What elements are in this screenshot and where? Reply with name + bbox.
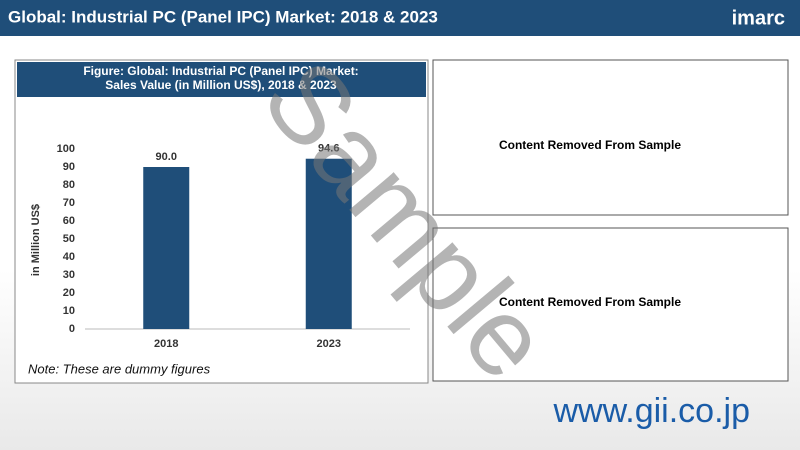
panel-box xyxy=(432,227,789,382)
y-tick-label: 80 xyxy=(63,179,75,191)
data-label: 94.6 xyxy=(318,143,339,155)
chart-title: Figure: Global: Industrial PC (Panel IPC… xyxy=(83,64,358,92)
chart-title-bar xyxy=(17,62,426,97)
plot: 0 10 20 30 40 50 60 70 80 90 100 2018 90.0 2023 94.6 xyxy=(57,143,410,350)
y-axis-label: in Million US$ xyxy=(30,204,42,276)
y-tick-label: 0 xyxy=(69,323,75,335)
y-tick-label: 20 xyxy=(63,287,75,299)
y-tick-label: 60 xyxy=(63,215,75,227)
y-tick-label: 30 xyxy=(63,269,75,281)
bar xyxy=(305,158,352,329)
y-tick-label: 70 xyxy=(63,197,75,209)
header-bar xyxy=(0,0,800,36)
note: Note: These are dummy figures xyxy=(28,361,211,376)
header-title: Global: Industrial PC (Panel IPC) Market… xyxy=(8,7,438,26)
y-tick-label: 10 xyxy=(63,305,75,317)
y-tick-label: 90 xyxy=(63,161,75,173)
bar xyxy=(143,167,190,329)
panel-text: Content Removed From Sample xyxy=(499,138,681,152)
x-tick-label: 2023 xyxy=(317,338,341,350)
logo: imarc xyxy=(732,7,785,29)
panel-box xyxy=(432,59,789,216)
panel-text: Content Removed From Sample xyxy=(499,295,681,309)
footer-url: www.gii.co.jp xyxy=(552,392,750,430)
y-tick-label: 40 xyxy=(63,251,75,263)
x-tick-label: 2018 xyxy=(154,338,178,350)
y-tick-label: 100 xyxy=(57,143,75,155)
data-label: 90.0 xyxy=(156,151,177,163)
y-tick-label: 50 xyxy=(63,233,75,245)
